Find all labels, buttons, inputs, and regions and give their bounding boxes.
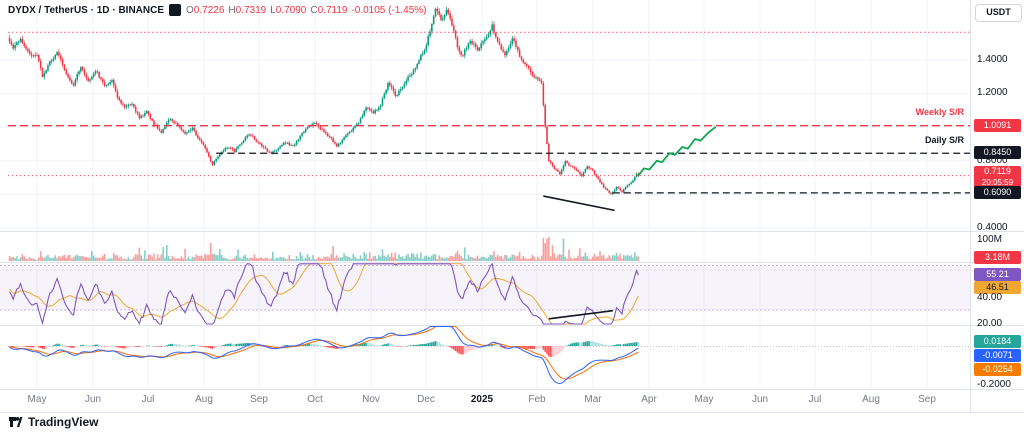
trendlines[interactable] xyxy=(543,195,615,320)
macd-line-badge: -0.0071 xyxy=(974,349,1021,362)
rsi-badge: 55.21 xyxy=(974,268,1021,281)
last-price-badge: 0.7119 20:05:59 xyxy=(974,166,1021,188)
time-axis-label: Aug xyxy=(195,394,213,405)
time-axis-label: Oct xyxy=(307,394,323,405)
time-axis-label: Apr xyxy=(641,394,657,405)
time-axis-label: May xyxy=(27,394,47,405)
price-tick-0-8: 0.8000 xyxy=(977,155,1008,166)
low-value: 0.7090 xyxy=(275,4,307,16)
volume-badge: 3.18M xyxy=(974,251,1021,264)
exchange-logo-icon xyxy=(169,4,182,16)
candlesticks xyxy=(8,6,640,196)
close-label: C xyxy=(310,4,318,16)
exchange-label: BINANCE xyxy=(118,4,165,16)
weekly-sr-label: Weekly S/R xyxy=(915,107,964,117)
time-axis-label: Mar xyxy=(584,394,602,405)
brand-footer[interactable]: TradingView xyxy=(8,414,98,429)
daily-sr-label: Daily S/R xyxy=(924,135,964,145)
gridlines xyxy=(0,0,970,389)
support-badge: 0.6090 xyxy=(974,186,1021,199)
time-axis-label: Jul xyxy=(141,394,155,405)
rsi-ma-badge: 46.51 xyxy=(974,281,1021,294)
currency-toggle-button[interactable]: USDT xyxy=(975,4,1022,22)
timeframe-label[interactable]: 1D xyxy=(96,4,110,16)
time-axis-label: Aug xyxy=(862,394,880,405)
time-axis-label: Jul xyxy=(808,394,822,405)
time-axis-label: May xyxy=(694,394,714,405)
symbol-name: DYDX / TetherUS xyxy=(8,4,88,16)
macd-hist-badge: 0.0184 xyxy=(974,335,1021,348)
price-tick-1-4: 1.4000 xyxy=(977,54,1008,65)
price-tick-0-4: 0.4000 xyxy=(977,222,1008,233)
volume-bars xyxy=(8,236,640,261)
daily-sr-badge: 0.8450 xyxy=(974,146,1021,159)
time-axis-label: Sep xyxy=(918,394,936,405)
time-axis-label: Feb xyxy=(528,394,546,405)
last-price-value: 0.7119 xyxy=(984,166,1011,176)
legend-sep-2: · xyxy=(112,4,116,16)
tradingview-logo-icon xyxy=(9,417,23,427)
bar-countdown: 20:05:59 xyxy=(981,178,1014,187)
macd-tick: -0.2000 xyxy=(977,379,1011,390)
symbol-legend: DYDX / TetherUS · 1D · BINANCE O0.7226 H… xyxy=(8,4,427,16)
macd-signal-badge: -0.0254 xyxy=(974,363,1021,376)
time-axis-label: Dec xyxy=(417,394,435,405)
time-axis-label: Sep xyxy=(250,394,268,405)
open-value: 0.7226 xyxy=(193,4,225,16)
low-label: L xyxy=(270,4,276,16)
weekly-sr-badge: 1.0091 xyxy=(974,119,1021,132)
price-tick-1-2: 1.2000 xyxy=(977,87,1008,98)
macd-indicator xyxy=(8,326,970,385)
rsi-tick-40: 40.00 xyxy=(977,292,1003,303)
time-axis-label: 2025 xyxy=(470,394,494,405)
change-value: -0.0105 (-1.45%) xyxy=(351,4,427,16)
high-label: H xyxy=(228,4,236,16)
projection-path[interactable] xyxy=(637,126,717,177)
symbol-title[interactable]: DYDX / TetherUS · 1D · BINANCE xyxy=(8,5,164,16)
open-label: O xyxy=(186,4,194,16)
support-resistance-lines[interactable] xyxy=(8,31,970,194)
time-axis-label: Jun xyxy=(84,394,102,405)
pane-separators[interactable] xyxy=(0,0,1024,413)
brand-name: TradingView xyxy=(28,414,99,429)
time-axis-label: Nov xyxy=(362,394,380,405)
volume-axis-label: 100M xyxy=(977,234,1003,245)
legend-sep-1: · xyxy=(90,4,94,16)
high-value: 0.7319 xyxy=(235,4,267,16)
close-value: 0.7119 xyxy=(317,4,348,16)
time-axis-label: Jun xyxy=(751,394,769,405)
ohlc-readout: O0.7226 H0.7319 L0.7090 C0.7119 -0.0105 … xyxy=(186,5,426,16)
rsi-indicator xyxy=(0,262,970,326)
rsi-tick-20: 20.00 xyxy=(977,318,1003,329)
